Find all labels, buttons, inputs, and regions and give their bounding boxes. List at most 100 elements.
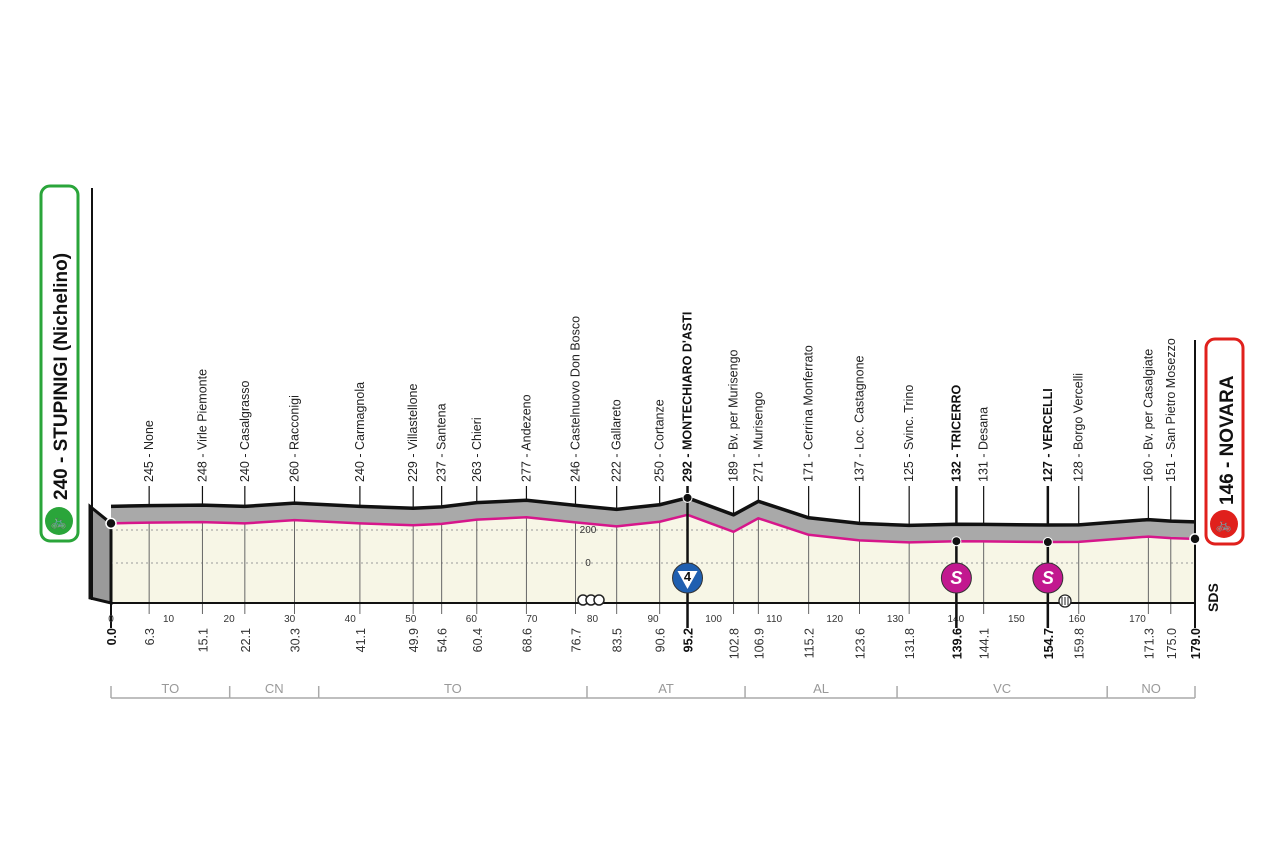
kom-marker-label: 4 <box>684 569 692 584</box>
region-label: TO <box>161 681 179 696</box>
waypoint-label: 277 - Andezeno <box>519 394 533 482</box>
km-label: 68.6 <box>520 628 534 652</box>
x-tick-label: 10 <box>163 614 175 625</box>
x-tick-label: 120 <box>826 614 843 625</box>
km-label: 95.2 <box>682 628 696 652</box>
waypoint-label: 171 - Cerrina Monferrato <box>802 345 816 482</box>
y-tick-label: 200 <box>580 525 597 536</box>
y-tick-label: 0 <box>585 558 591 569</box>
km-label: 0.0 <box>105 628 119 645</box>
start-bike-icon <box>45 507 73 535</box>
km-label: 154.7 <box>1042 628 1056 659</box>
x-tick-label: 100 <box>705 614 722 625</box>
sprint-marker <box>1032 562 1064 594</box>
waypoint-label: 189 - Bv. per Murisengo <box>727 349 741 482</box>
profile-top-edge <box>110 496 1196 528</box>
kom-triangle-icon <box>677 571 698 589</box>
x-tick-label: 0 <box>108 614 114 625</box>
waypoint-label: 160 - Bv. per Casalgiate <box>1141 349 1155 482</box>
x-tick-label: 50 <box>405 614 417 625</box>
km-label: 179.0 <box>1189 628 1203 659</box>
km-label: 175.0 <box>1165 628 1179 659</box>
start-bike-icon-glyph: 🚲 <box>51 514 67 529</box>
km-label: 159.8 <box>1073 628 1087 659</box>
km-label: 90.6 <box>654 628 668 652</box>
km-label: 171.3 <box>1142 628 1156 659</box>
region-label: CN <box>265 681 284 696</box>
x-tick-label: 60 <box>466 614 478 625</box>
finish-bike-icon <box>1210 510 1238 538</box>
waypoint-label: 127 - VERCELLI <box>1041 388 1055 482</box>
region-label: AL <box>813 681 829 696</box>
region-label: AT <box>658 681 674 696</box>
km-label: 102.8 <box>728 628 742 659</box>
sds-logo: SDS <box>1205 583 1221 612</box>
waypoint-label: 240 - Casalgrasso <box>238 381 252 482</box>
kom-point <box>682 492 693 503</box>
km-label: 6.3 <box>143 628 157 645</box>
waypoint-label: 237 - Santena <box>435 403 449 482</box>
x-tick-label: 160 <box>1069 614 1086 625</box>
km-label: 131.8 <box>903 628 917 659</box>
km-label: 106.9 <box>752 628 766 659</box>
x-tick-label: 20 <box>224 614 236 625</box>
sprint-marker-label: S <box>950 568 962 588</box>
x-tick-label: 150 <box>1008 614 1025 625</box>
km-label: 49.9 <box>407 628 421 652</box>
waypoint-label: 245 - None <box>142 420 156 482</box>
elevation-line <box>110 513 1196 544</box>
km-label: 30.3 <box>288 628 302 652</box>
waypoint-label: 137 - Loc. Castagnone <box>853 355 867 482</box>
km-label: 15.1 <box>196 628 210 652</box>
finish-label-box <box>1204 337 1245 546</box>
waypoint-label: 128 - Borgo Vercelli <box>1072 373 1086 482</box>
sprint-marker-label: S <box>1042 568 1054 588</box>
waypoint-label: 248 - Virle Piemonte <box>195 369 209 482</box>
profile-ribbon <box>111 497 1195 543</box>
x-tick-label: 90 <box>647 614 659 625</box>
x-tick-label: 80 <box>587 614 599 625</box>
km-label: 60.4 <box>471 628 485 652</box>
km-label: 41.1 <box>354 628 368 652</box>
x-tick-label: 40 <box>345 614 357 625</box>
x-tick-label: 70 <box>526 614 538 625</box>
tunnel-icon <box>593 594 605 606</box>
waypoint-label: 260 - Racconigi <box>287 395 301 482</box>
finish-label: 146 - NOVARA <box>1217 375 1238 505</box>
sprint-point <box>951 536 962 547</box>
region-label: VC <box>993 681 1011 696</box>
waypoint-label: 125 - Svinc. Trino <box>902 385 916 482</box>
km-label: 83.5 <box>611 628 625 652</box>
km-label: 54.6 <box>436 628 450 652</box>
sprint-marker <box>940 562 972 594</box>
waypoint-label: 292 - MONTECHIARO D'ASTI <box>681 312 695 482</box>
km-label: 76.7 <box>569 628 583 652</box>
km-label: 139.6 <box>950 628 964 659</box>
x-tick-label: 110 <box>766 614 782 625</box>
sprint-point <box>1042 537 1053 548</box>
km-label: 22.1 <box>239 628 253 652</box>
waypoint-label: 222 - Gallareto <box>610 399 624 482</box>
waypoint-label: 151 - San Pietro Mosezzo <box>1164 338 1178 482</box>
region-label: TO <box>444 681 462 696</box>
start-point <box>105 517 117 530</box>
waypoint-label: 271 - Murisengo <box>751 392 765 482</box>
start-label: 240 - STUPINIGI (Nichelino) <box>51 253 72 500</box>
finish-bike-icon-glyph: 🚲 <box>1216 517 1232 532</box>
waypoint-label: 240 - Carmagnola <box>353 382 367 482</box>
waypoint-label: 246 - Castelnuovo Don Bosco <box>568 316 582 482</box>
waypoint-label: 250 - Cortanze <box>653 399 667 482</box>
km-label: 115.2 <box>803 628 817 658</box>
waypoint-label: 132 - TRICERRO <box>949 384 963 482</box>
finish-point <box>1189 533 1201 545</box>
km-label: 123.6 <box>854 628 868 659</box>
waypoint-label: 131 - Desana <box>977 407 991 482</box>
x-tick-label: 130 <box>887 614 904 625</box>
x-tick-label: 30 <box>284 614 296 625</box>
profile-fill <box>111 514 1195 603</box>
region-label: NO <box>1141 681 1161 696</box>
waypoint-label: 263 - Chieri <box>470 417 484 482</box>
km-label: 144.1 <box>978 628 992 659</box>
start-label-box <box>39 184 80 543</box>
